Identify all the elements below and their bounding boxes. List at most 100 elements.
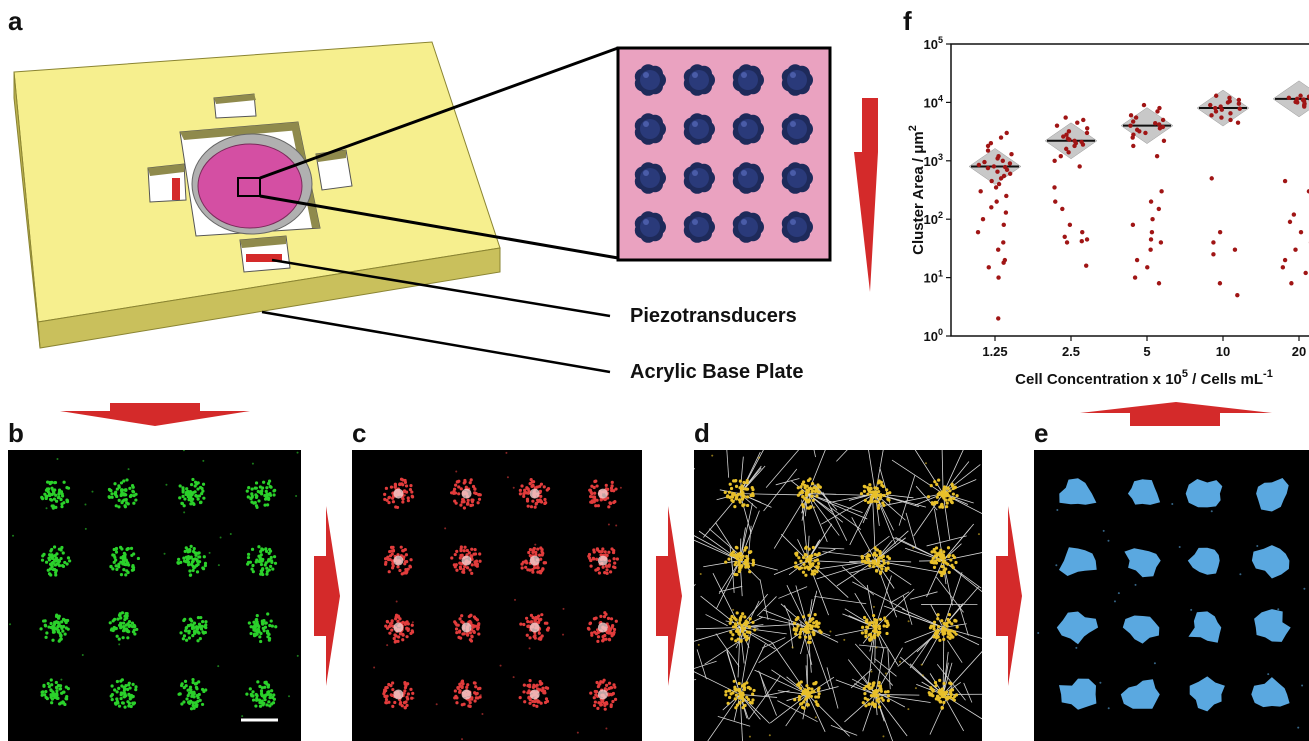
data-point [1213,109,1219,114]
cell-aggregate [732,211,764,243]
x-axis-label: Cell Concentration x 105 / Cells mL-1 [1015,368,1273,388]
cell-cluster [724,545,756,577]
data-point [1141,102,1147,108]
data-point [1157,105,1162,111]
y-tick-label: 104 [924,93,943,110]
data-point [980,217,986,222]
data-point [1063,115,1068,120]
violin-group-2.5 [1044,115,1098,268]
cell-cluster [520,546,548,575]
cell-aggregate [683,113,715,145]
cell-cluster [518,478,551,509]
data-point [1149,229,1155,235]
data-point [1213,93,1219,98]
transducer-slot-right [315,149,353,191]
cell-cluster [518,679,550,708]
data-point [1052,158,1057,163]
data-point [1306,189,1309,194]
cell-cluster [928,613,959,642]
data-point [1004,167,1010,173]
data-point [1083,263,1089,268]
cell-cluster [859,479,892,510]
voronoi-mesh [694,450,982,741]
data-point [1004,130,1009,136]
data-point [995,169,1000,174]
violin-group-10 [1196,89,1250,298]
data-point [1131,143,1136,149]
cell-cluster [450,545,482,575]
detected-cells-image-panel [352,450,642,741]
cell-cluster [589,678,618,711]
cell-cluster [1059,478,1097,505]
cell-cluster [724,679,756,710]
data-point [995,247,1001,252]
cell-cluster [728,611,757,643]
data-point [1053,199,1058,204]
data-point [1066,129,1072,134]
cell-aggregate [634,162,666,194]
data-point [1066,150,1071,155]
cell-cluster [1254,609,1291,642]
data-point [988,141,994,146]
cell-aggregate [634,113,666,145]
plot-frame [950,43,1309,337]
cell-cluster [449,478,482,510]
cell-aggregate [781,113,813,145]
cell-cluster [40,480,71,510]
transducer-slot-left [147,163,187,203]
data-point [1130,135,1135,140]
panel-label-a: a [8,6,23,36]
cell-cluster [453,679,482,708]
cell-cluster [796,477,822,510]
cluster-area-chart: 100 101 102 103 104 105 1.25 2.5 5 10 20 Cluster A… [907,35,1309,388]
cell-cluster [1124,548,1161,578]
cell-aggregate [781,162,813,194]
cell-cluster [40,678,70,707]
data-point [1067,222,1073,228]
data-point [1054,123,1060,128]
cell-cluster [1251,677,1290,708]
voronoi-segmentation-panel [694,450,982,741]
data-point [1227,95,1232,100]
transducer-slot-top [213,93,257,119]
cell-cluster [245,479,277,510]
data-point [1130,119,1136,124]
cell-aggregate [683,211,715,243]
cell-cluster [39,613,70,643]
cell-cluster [793,680,821,710]
data-point [1156,122,1162,127]
data-point [1159,189,1164,194]
data-point [1128,123,1133,128]
data-point [1232,247,1238,252]
arrow-b-to-c [314,506,340,686]
data-point [1064,240,1070,245]
cluster-mask-panel [1034,450,1309,741]
cell-cluster [247,612,278,644]
data-point [1085,126,1090,131]
cell-cluster [723,478,755,509]
arrow-down-to-b [60,403,250,426]
data-point [1280,265,1286,270]
cell-cluster [40,545,72,577]
data-point [1084,237,1090,242]
data-point [982,159,987,165]
cell-cluster [178,477,206,508]
data-point [1001,260,1006,265]
data-point [1001,240,1006,245]
data-point [1228,111,1233,116]
cell-cluster [926,478,959,509]
cell-aggregate [781,211,813,243]
data-point [1303,270,1308,276]
data-point [1052,185,1057,190]
data-point [1153,121,1158,126]
data-point [1007,171,1013,176]
cell-cluster [587,547,619,575]
zoom-region-box [237,177,261,197]
violin-group-1.25 [968,130,1022,321]
cell-cluster [1120,679,1160,709]
data-point [1009,151,1014,157]
data-point [1155,109,1160,114]
data-point [1211,240,1216,245]
data-point [1143,130,1148,136]
data-point [1289,281,1294,286]
